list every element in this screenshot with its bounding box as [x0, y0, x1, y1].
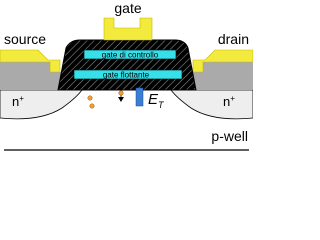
- source-region: [0, 89, 83, 120]
- trap-level: [135, 87, 144, 107]
- electron: [87, 95, 93, 101]
- drain-region: [170, 89, 253, 120]
- source-oxide: [0, 62, 70, 90]
- gate-label: gate: [114, 0, 141, 16]
- control-gate: [83, 49, 177, 60]
- gate-contact: [103, 17, 153, 41]
- transistor-diagram: gate di controllo gate flottante gate so…: [0, 0, 253, 151]
- electron: [89, 103, 95, 109]
- floating-gate-label: gate flottante: [103, 71, 150, 80]
- region-sup: +: [230, 94, 235, 103]
- page: gate di controllo gate flottante gate so…: [0, 0, 253, 151]
- region-sup: +: [19, 94, 24, 103]
- energy-base: E: [148, 91, 159, 108]
- region-base: n: [223, 94, 230, 109]
- electron-arrowhead: [118, 97, 124, 102]
- energy-label: ET: [148, 91, 165, 110]
- floating-gate: [73, 69, 183, 80]
- well-label: p-well: [211, 128, 248, 144]
- drain-label: drain: [218, 31, 249, 47]
- energy-sub: T: [158, 100, 165, 110]
- region-base: n: [12, 94, 19, 109]
- drain-oxide: [183, 62, 253, 90]
- source-contact: [0, 49, 61, 73]
- control-gate-label: gate di controllo: [102, 51, 159, 60]
- electron: [118, 90, 124, 96]
- gate-stack: [57, 39, 197, 91]
- right-region-label: n+: [223, 94, 235, 109]
- left-region-label: n+: [12, 94, 24, 109]
- source-label: source: [4, 31, 46, 47]
